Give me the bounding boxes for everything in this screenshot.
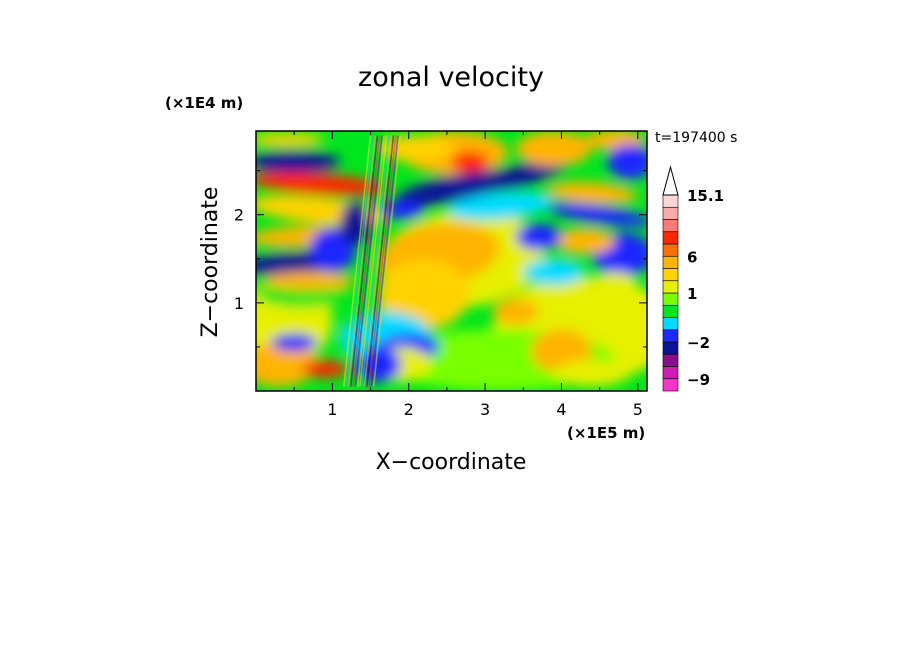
streak-line (361, 135, 390, 387)
colorbar-tick-label: −9 (687, 371, 710, 389)
time-label: t=197400 s (655, 130, 737, 146)
streak-line (370, 135, 399, 387)
colorbar-segment (662, 341, 679, 355)
streak-line (368, 135, 397, 387)
colorbar-segment (662, 292, 679, 306)
colorbar-tick-label: 15.1 (687, 187, 724, 205)
colorbar-segment (662, 317, 679, 331)
colorbar-segment (662, 304, 679, 318)
x-tick-label: 1 (327, 400, 337, 419)
colorbar-segment (662, 378, 679, 392)
x-scale-label: (×1E5 m) (567, 424, 645, 442)
field-patch (607, 144, 647, 180)
chart-title: zonal velocity (358, 62, 544, 93)
x-axis: 1 2 3 4 5 (293, 131, 643, 419)
field-patch (450, 151, 489, 173)
colorbar-extend-arrow (662, 165, 679, 196)
field-patch (523, 258, 585, 286)
field-patch (301, 360, 348, 378)
colorbar-segment (662, 206, 679, 220)
field-patch (447, 191, 554, 220)
colorbar-segment (662, 366, 679, 380)
field-patch (546, 181, 638, 204)
y-axis-label: Z−coordinate (198, 187, 223, 338)
streak-line (345, 135, 374, 387)
field-patch (263, 272, 356, 290)
streak-line (359, 135, 388, 387)
field-patch (515, 131, 593, 167)
streak-line (352, 135, 381, 387)
field-patch (492, 298, 539, 325)
colorbar-tick-label: −2 (687, 334, 710, 352)
streak-line (354, 135, 383, 387)
x-axis-label: X−coordinate (376, 450, 527, 475)
colorbar-segment (662, 353, 679, 367)
colorbar-segment (662, 268, 679, 282)
colorbar: 15.1 6 1 −2 −9 (662, 165, 724, 392)
field-patch (256, 172, 386, 196)
y-tick-label: 1 (234, 294, 244, 313)
streak-line (356, 135, 386, 387)
field-patch (378, 258, 470, 330)
field-patch (546, 203, 647, 227)
plot-area (256, 131, 647, 391)
plot-frame (255, 130, 648, 392)
field-patch (309, 227, 356, 273)
field-patch (355, 346, 402, 383)
field-patch (553, 227, 615, 255)
colorbar-segment (662, 280, 679, 294)
x-tick-label: 5 (633, 400, 643, 419)
streak-line (349, 135, 379, 387)
streak-line (363, 135, 392, 387)
convective-streaks (343, 135, 402, 387)
field-patch (592, 272, 638, 299)
colorbar-segment (662, 243, 679, 257)
field-patch (256, 151, 340, 173)
field-patch (256, 342, 318, 387)
streak-line (365, 135, 395, 387)
y-scale-label: (×1E4 m) (165, 94, 243, 112)
colorbar-tick-label: 6 (687, 248, 697, 266)
field-patch (271, 333, 318, 352)
x-tick-label: 2 (404, 400, 414, 419)
colorbar-segment (662, 329, 679, 343)
field-patch (515, 223, 562, 250)
field-patch (394, 170, 515, 207)
colorbar-segment (662, 194, 679, 208)
velocity-field (256, 131, 647, 391)
x-tick-label: 4 (556, 400, 566, 419)
streak-line (372, 135, 402, 387)
x-tick-label: 3 (480, 400, 490, 419)
colorbar-segment (662, 231, 679, 245)
field-patch (256, 132, 325, 147)
y-tick-label: 2 (234, 206, 244, 225)
y-axis: 12 (234, 170, 647, 348)
streak-line (343, 135, 372, 387)
colorbar-segment (662, 219, 679, 233)
field-patch (553, 360, 631, 387)
field-patch (478, 159, 568, 191)
colorbar-segment (662, 255, 679, 269)
streak-line (347, 135, 376, 387)
colorbar-tick-label: 1 (687, 285, 697, 303)
